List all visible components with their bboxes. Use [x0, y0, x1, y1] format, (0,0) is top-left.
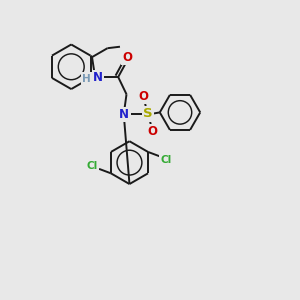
- Text: O: O: [138, 90, 148, 103]
- Text: O: O: [147, 125, 158, 138]
- Text: Cl: Cl: [161, 155, 172, 165]
- Text: N: N: [119, 108, 129, 121]
- Text: O: O: [123, 51, 133, 64]
- Text: N: N: [93, 71, 103, 84]
- Text: H: H: [82, 74, 91, 84]
- Text: S: S: [143, 107, 153, 120]
- Text: Cl: Cl: [87, 160, 98, 171]
